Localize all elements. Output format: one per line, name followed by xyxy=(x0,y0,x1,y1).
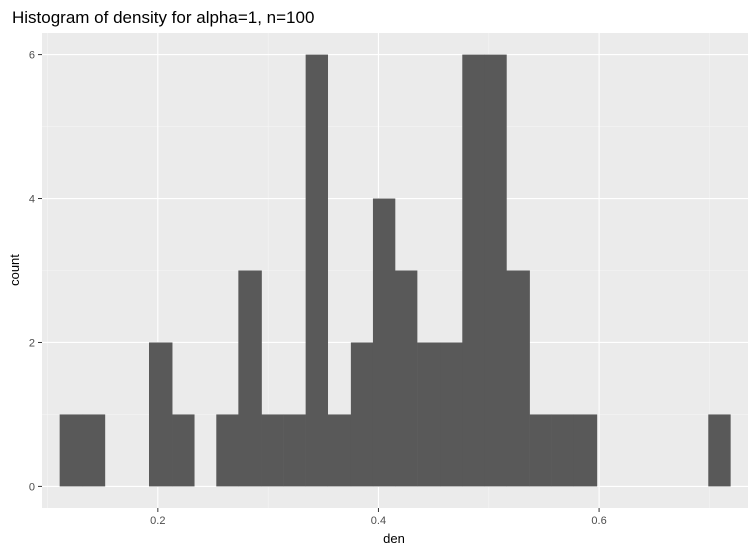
histogram-bar xyxy=(82,414,106,487)
histogram-bar xyxy=(283,414,306,487)
histogram-bar xyxy=(305,54,329,487)
histogram-bar xyxy=(350,342,374,487)
histogram-bar xyxy=(484,54,507,487)
histogram-bar xyxy=(216,414,239,487)
histogram-bar xyxy=(417,342,441,487)
histogram-bar xyxy=(327,414,352,487)
histogram-bar xyxy=(395,270,418,487)
histogram-bar xyxy=(573,414,598,487)
histogram-bar xyxy=(440,342,463,487)
x-tick-label: 0.2 xyxy=(150,515,165,527)
x-axis-title: den xyxy=(383,531,405,546)
y-axis-title: count xyxy=(7,254,22,286)
x-tick-label: 0.4 xyxy=(371,515,386,527)
y-tick-label: 4 xyxy=(29,194,35,206)
histogram-bar xyxy=(238,270,262,487)
histogram-bar xyxy=(506,270,530,487)
y-tick-label: 2 xyxy=(29,337,35,349)
y-axis-ticks: 0 2 4 6 xyxy=(29,50,42,493)
histogram-bar xyxy=(551,414,575,487)
histogram-bar xyxy=(462,54,485,487)
histogram-bar xyxy=(708,414,731,487)
histogram-bar xyxy=(372,198,396,487)
histogram-bar xyxy=(172,414,195,487)
histogram-bar xyxy=(59,414,84,487)
chart-title: Histogram of density for alpha=1, n=100 xyxy=(12,8,314,27)
y-tick-label: 0 xyxy=(29,481,35,493)
histogram-bar xyxy=(149,342,173,487)
x-tick-label: 0.6 xyxy=(591,515,606,527)
x-axis-ticks: 0.2 0.4 0.6 xyxy=(150,508,607,527)
histogram-bar xyxy=(529,414,552,487)
y-tick-label: 6 xyxy=(29,50,35,62)
histogram-bars xyxy=(59,54,731,487)
histogram-bar xyxy=(261,414,284,487)
